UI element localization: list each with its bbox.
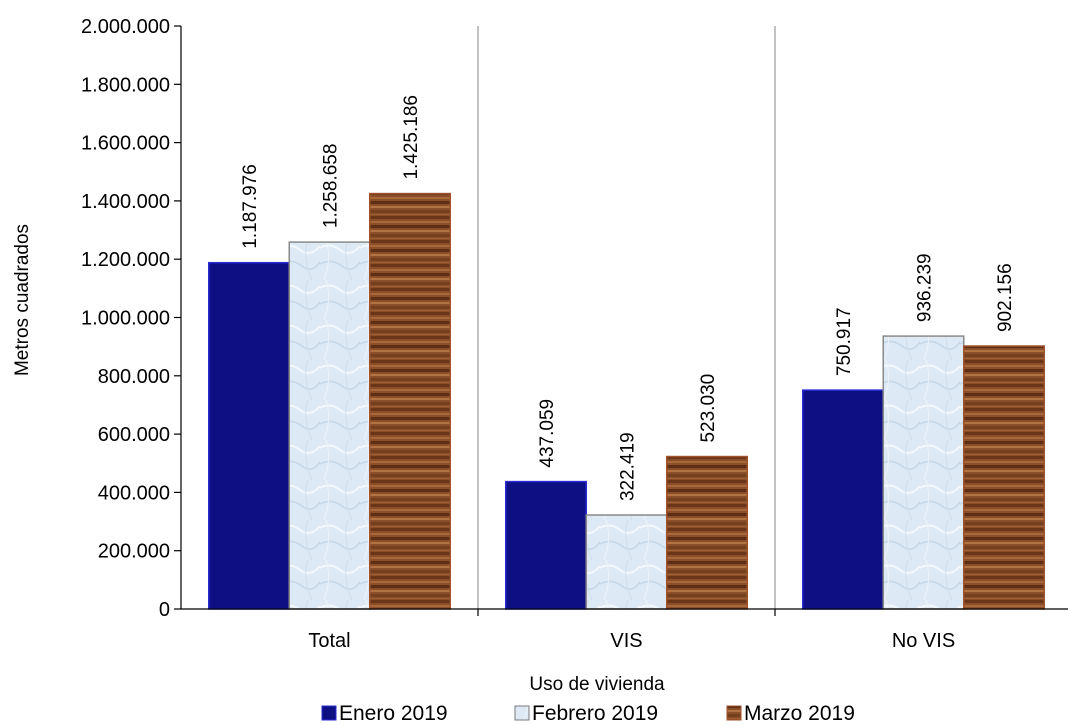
data-label: 936.239 [915,253,936,322]
y-tick-label: 1.600.000 [81,133,170,155]
data-label: 322.419 [618,432,639,501]
data-label: 1.425.186 [401,95,422,180]
y-tick-label: 1.200.000 [81,249,170,271]
x-tick-label: VIS [610,630,642,652]
legend-label: Marzo 2019 [744,702,855,725]
y-tick-label: 1.800.000 [81,74,170,96]
bar-enero-2019-total [208,261,290,610]
legend-swatch [321,705,337,721]
bar-marzo-2019-vis [666,455,748,610]
bar-febrero-2019-total [288,241,371,610]
data-label: 1.187.976 [240,164,261,249]
data-label: 750.917 [834,307,855,376]
y-tick-label: 200.000 [98,541,170,563]
data-label: 523.030 [698,374,719,443]
y-axis-title: Metros cuadrados [12,224,33,376]
y-tick-label: 1.000.000 [81,308,170,330]
y-tick-label: 1.400.000 [81,191,170,213]
x-tick-label: Total [308,630,350,652]
legend-swatch [726,705,742,721]
bar-marzo-2019-no-vis [963,345,1045,610]
data-label: 1.258.658 [321,144,342,229]
x-tick-label: No VIS [892,630,955,652]
data-label: 902.156 [995,263,1016,332]
bar-febrero-2019-no-vis [882,335,965,610]
x-axis-title: Uso de vivienda [529,674,665,695]
bar-marzo-2019-total [369,192,451,610]
y-tick-label: 800.000 [98,366,170,388]
y-tick-label: 600.000 [98,424,170,446]
legend-swatch [514,705,530,721]
legend-label: Enero 2019 [339,702,448,725]
legend: Enero 2019 Febrero 2019 Marzo 2019 [321,702,855,725]
bar-febrero-2019-vis [585,514,668,610]
y-tick-label: 400.000 [98,482,170,504]
bar-enero-2019-vis [505,480,587,610]
bar-enero-2019-no-vis [802,389,884,610]
legend-label: Febrero 2019 [532,702,658,725]
data-label: 437.059 [537,399,558,468]
y-tick-label: 0 [159,599,170,621]
y-tick-label: 2.000.000 [81,16,170,38]
